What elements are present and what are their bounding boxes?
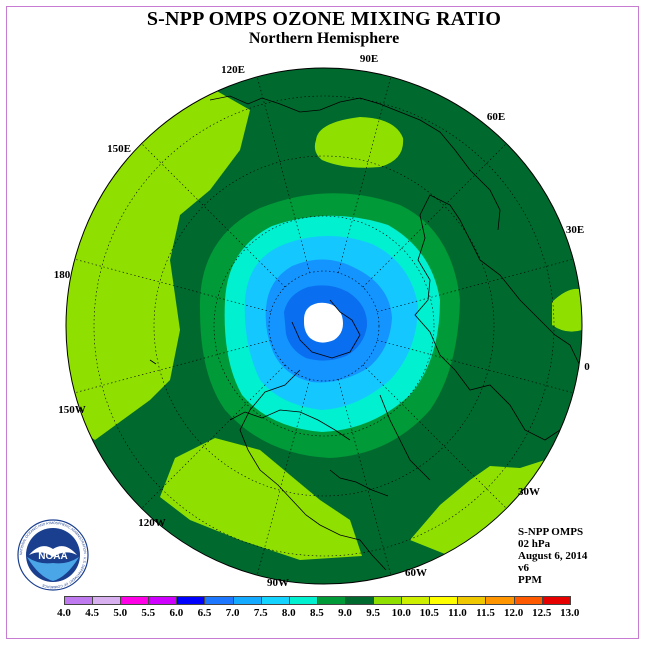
lon-label-150w: 150W [58, 404, 86, 416]
lon-label-90e: 90E [360, 53, 378, 65]
lon-label-120e: 120E [221, 64, 245, 76]
colorbar-segment [120, 596, 150, 605]
graticule [93, 95, 555, 557]
colorbar-segment [316, 596, 346, 605]
meridian-line [256, 379, 311, 576]
colorbar-tick-label: 9.0 [338, 607, 352, 619]
ozone-blob-east [552, 288, 582, 332]
ozone-band-southeast [410, 460, 560, 560]
colorbar-segment [148, 596, 178, 605]
meridian-line [337, 379, 392, 576]
lon-label-30e: 30E [566, 224, 584, 236]
colorbar-tick-label: 11.0 [448, 607, 467, 619]
colorbar-tick-label: 10.0 [391, 607, 411, 619]
colorbar-tick-label: 5.0 [113, 607, 128, 619]
colorbar-segment [429, 596, 459, 605]
lon-label-60w: 60W [405, 567, 427, 579]
meridian-line [362, 143, 507, 288]
colorbar [64, 596, 571, 607]
colorbar-tick-label: 6.5 [197, 607, 212, 619]
info-units: PPM [518, 574, 542, 586]
meridian-line [74, 339, 271, 394]
colorbar-tick-label: 6.0 [169, 607, 184, 619]
lon-label-30w: 30W [518, 486, 540, 498]
lon-label-150e: 150E [107, 143, 131, 155]
colorbar-segment [260, 596, 290, 605]
ozone-blob-south [160, 438, 362, 560]
colorbar-tick-label: 7.0 [225, 607, 240, 619]
colorbar-segment [288, 596, 318, 605]
colorbar-tick-label: 12.0 [503, 607, 524, 619]
colorbar-segment [541, 596, 571, 605]
colorbar-tick-label: 10.5 [419, 607, 439, 619]
colorbar-tick-label: 9.5 [366, 607, 380, 619]
lon-label-90w: 90W [267, 577, 289, 589]
meridian-line [256, 76, 311, 273]
colorbar-tick-label: 5.5 [141, 607, 156, 619]
info-version: v6 [518, 562, 529, 574]
meridian-line [377, 258, 574, 313]
meridian-line [141, 364, 286, 509]
lon-label-180: 180 [54, 269, 71, 281]
info-level: 02 hPa [518, 538, 551, 550]
meridian-line [362, 364, 507, 509]
colorbar-tick-label: 11.5 [476, 607, 495, 619]
colorbar-segment [64, 596, 94, 605]
colorbar-tick-label: 8.5 [310, 607, 324, 619]
colorbar-tick-label: 12.5 [532, 607, 552, 619]
colorbar-segment [513, 596, 543, 605]
noaa-logo: NOAA NATIONAL OCEANIC AND ATMOSPHERIC AD… [17, 519, 89, 591]
colorbar-tick-label: 8.0 [281, 607, 296, 619]
info-date: August 6, 2014 [518, 550, 588, 562]
colorbar-segment [401, 596, 431, 605]
noaa-logo-text: NOAA [38, 551, 67, 562]
colorbar-segment [344, 596, 375, 605]
meridian-line [377, 339, 574, 394]
colorbar-segment [485, 596, 515, 605]
meridian-line [74, 258, 271, 313]
ozone-blob-north [314, 117, 404, 168]
colorbar-tick-label: 13.0 [560, 607, 580, 619]
meridian-line [337, 76, 392, 273]
polar-night [303, 302, 343, 343]
ozone-field [66, 90, 582, 560]
colorbar-segment [92, 596, 122, 605]
colorbar-segment [204, 596, 234, 605]
colorbar-tick-label: 4.0 [57, 607, 71, 619]
map-subtitle: Northern Hemisphere [248, 30, 400, 47]
info-block: S-NPP OMPS 02 hPa August 6, 2014 v6 PPM [518, 526, 587, 586]
colorbar-segment [373, 596, 403, 605]
hemisphere-outline [65, 67, 583, 585]
page-border [6, 6, 639, 639]
meridians [74, 76, 574, 576]
map-title: S-NPP OMPS OZONE MIXING RATIO [146, 8, 502, 30]
lon-label-120w: 120W [138, 517, 166, 529]
coastlines [149, 95, 582, 571]
lon-label-60e: 60E [487, 111, 505, 123]
colorbar-tick-label: 4.5 [85, 607, 99, 619]
colorbar-tick-label: 7.5 [253, 607, 268, 619]
colorbar-segment [232, 596, 262, 605]
colorbar-segment [457, 596, 487, 605]
info-instrument: S-NPP OMPS [518, 526, 584, 538]
colorbar-ticks: 4.0 4.5 5.0 5.5 6.0 6.5 7.0 7.5 8.0 8.5 9.0 9.5 10.0… [0, 607, 648, 623]
colorbar-segment [176, 596, 206, 605]
lon-label-0: 0 [584, 361, 590, 373]
meridian-line [141, 143, 286, 288]
